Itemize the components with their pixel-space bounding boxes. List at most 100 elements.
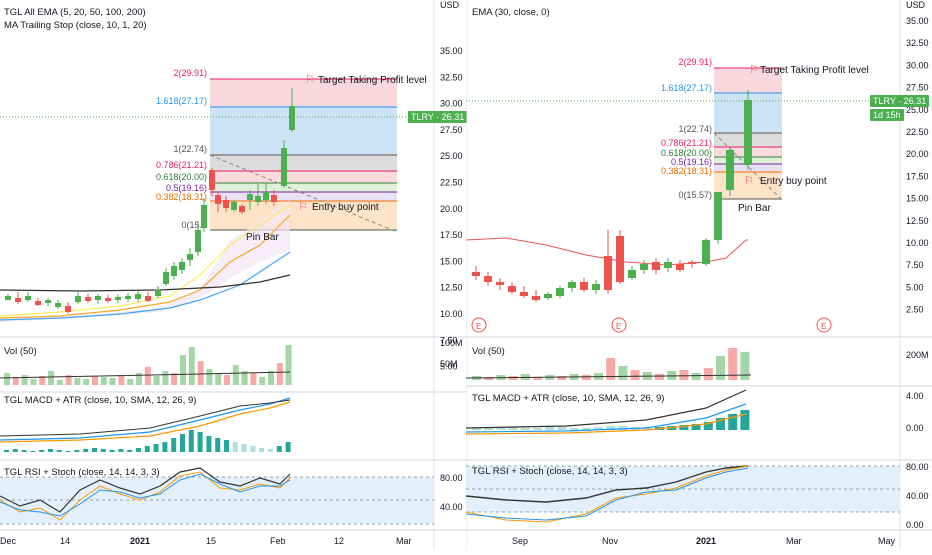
fib-label-0618: 0.618(20.00) <box>156 172 207 182</box>
candle-body <box>508 286 516 292</box>
volume-bar <box>606 358 616 380</box>
candle-body <box>115 297 121 300</box>
volume-bar <box>206 369 213 385</box>
candle-body <box>145 296 151 301</box>
macd-bar <box>197 432 203 452</box>
candle-body <box>271 195 277 202</box>
time-label: 15 <box>206 536 216 546</box>
left-time-axis[interactable]: Dec 14 2021 15 Feb 12 Mar <box>0 536 412 546</box>
earnings-markers[interactable]: E E E <box>471 317 832 333</box>
right-chart-pane[interactable]: 2(29.91) 1.618(27.17) 1(22.74) 0.786(21.… <box>465 0 932 550</box>
indicator-legend[interactable]: EMA (30, close, 0) <box>472 7 550 18</box>
last-price-tag: TLRY · 26.31 <box>870 95 930 107</box>
candle-body <box>640 264 648 270</box>
left-volume-bars <box>4 345 292 385</box>
time-label: Dec <box>0 536 17 546</box>
volume-bar <box>557 376 567 380</box>
macd-bar <box>4 450 9 452</box>
vol-axis-50m: 50M <box>440 359 458 369</box>
macd-bar <box>118 449 124 452</box>
macd-bar <box>618 426 628 430</box>
vol-axis-200m: 200M <box>906 350 929 360</box>
legend-trailing-stop[interactable]: MA Trailing Stop (close, 10, 1, 20) <box>4 20 147 31</box>
macd-bar <box>691 424 701 430</box>
fib-label-05: 0.5(19.16) <box>671 157 712 167</box>
volume-bar <box>691 373 701 380</box>
stoch-d-line <box>0 473 291 517</box>
flag-icon: ⚐ <box>298 201 308 213</box>
fib-labels: 2(29.91) 1.618(27.17) 1(22.74) 0.786(21.… <box>661 57 712 200</box>
fib-zone-0618 <box>210 183 397 192</box>
candle-body <box>580 282 588 290</box>
fib-label-0786: 0.786(21.21) <box>661 138 712 148</box>
currency-label: USD <box>906 0 926 10</box>
candle-body <box>247 194 253 200</box>
price-tick-label: 17.50 <box>906 171 929 181</box>
candle-body <box>55 303 61 307</box>
volume-bar <box>259 377 266 385</box>
macd-bar <box>642 427 652 430</box>
macd-bar <box>285 442 291 452</box>
macd-bar <box>520 428 530 430</box>
macd-bar <box>12 449 18 452</box>
candle-body <box>163 272 169 284</box>
fib-zone-target <box>210 79 397 107</box>
volume-bar <box>703 368 713 380</box>
price-tick-label: 20.00 <box>906 149 929 159</box>
price-tick-label: 17.50 <box>440 230 463 240</box>
signal-line <box>465 413 747 435</box>
macd-bar <box>703 422 713 430</box>
macd-bar <box>679 425 689 430</box>
earnings-icon[interactable] <box>816 317 832 333</box>
left-chart-canvas[interactable]: 2(29.91) 1.618(27.17) 1(22.74) 0.786(21.… <box>0 0 466 550</box>
volume-bar <box>162 371 169 385</box>
candle-body <box>628 270 636 278</box>
earnings-label: E <box>616 322 621 331</box>
price-tick-label: 10.00 <box>906 238 929 248</box>
macd-legend[interactable]: TGL MACD + ATR (close, 10, SMA, 12, 26, … <box>472 393 665 404</box>
fib-label-05: 0.5(19.16) <box>166 183 207 193</box>
right-chart-canvas[interactable]: 2(29.91) 1.618(27.17) 1(22.74) 0.786(21.… <box>465 0 932 550</box>
macd-bar <box>241 444 247 452</box>
macd-bar <box>188 430 194 452</box>
right-price-axis[interactable]: 35.00 32.50 30.00 27.50 25.00 22.50 20.00 17.50… <box>906 16 929 315</box>
fib-label-1618: 1.618(27.17) <box>156 96 207 106</box>
macd-bar <box>56 450 62 452</box>
candle-body <box>171 266 177 276</box>
candle-body <box>95 296 101 300</box>
rsi-legend[interactable]: TGL RSI + Stoch (close, 14, 14, 3, 3) <box>472 466 628 477</box>
right-time-axis[interactable]: Sep Nov 2021 Mar May <box>512 536 896 546</box>
vol-legend[interactable]: Vol (50) <box>472 346 505 357</box>
candle-body <box>179 262 185 270</box>
vol-ma-line <box>0 371 291 379</box>
left-macd-histogram <box>4 430 291 452</box>
volume-bar <box>118 375 125 385</box>
price-tick-label: 25.00 <box>906 105 929 115</box>
entry-annotation: Entry buy point <box>760 176 827 187</box>
rsi-axis-80: 80.00 <box>440 473 463 483</box>
candle-body <box>688 262 696 264</box>
macd-bar <box>180 434 185 452</box>
macd-bar <box>109 450 115 452</box>
indicator-legend[interactable]: TGL All EMA (5, 20, 50, 100, 200) MA Tra… <box>4 6 147 32</box>
vol-legend[interactable]: Vol (50) <box>4 346 37 357</box>
left-price-axis[interactable]: 35.00 32.50 30.00 27.50 25.00 22.50 20.00 17.50… <box>440 46 463 372</box>
macd-bar <box>508 427 518 430</box>
volume-bar <box>65 375 72 385</box>
price-tick-label: 25.00 <box>440 151 463 161</box>
candle-body <box>520 292 528 296</box>
legend-ema[interactable]: TGL All EMA (5, 20, 50, 100, 200) <box>4 7 146 18</box>
candle-body <box>484 276 492 282</box>
price-tick-label: 32.50 <box>906 38 929 48</box>
volume-bar <box>92 376 98 385</box>
vol-axis-100m: 100M <box>440 338 463 348</box>
left-chart-pane[interactable]: 2(29.91) 1.618(27.17) 1(22.74) 0.786(21.… <box>0 0 468 550</box>
macd-bar <box>569 428 579 430</box>
volume-bar <box>716 356 725 380</box>
price-tick-label: 30.00 <box>440 99 463 109</box>
price-tick-label: 7.50 <box>440 335 458 345</box>
macd-legend[interactable]: TGL MACD + ATR (close, 10, SMA, 12, 26, … <box>4 395 197 406</box>
earnings-icon[interactable] <box>471 317 487 333</box>
rsi-legend[interactable]: TGL RSI + Stoch (close, 14, 14, 3, 3) <box>4 467 160 478</box>
earnings-icon[interactable] <box>611 317 627 333</box>
